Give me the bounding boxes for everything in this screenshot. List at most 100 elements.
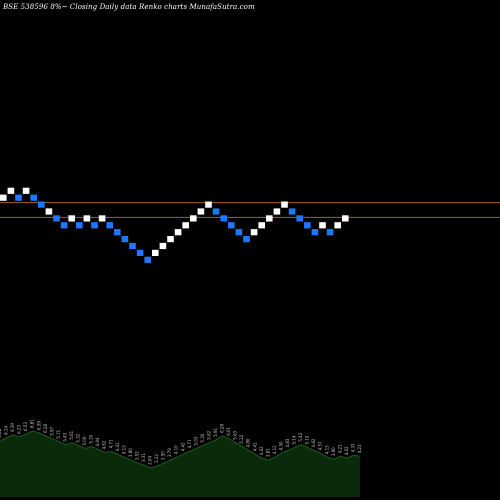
renko-brick-down	[228, 222, 235, 229]
renko-brick-down	[60, 222, 68, 229]
renko-brick-down	[114, 229, 121, 236]
volume-label: 6.28	[43, 424, 48, 433]
volume-label: 4.13	[121, 445, 126, 454]
volume-label: 4.41	[115, 442, 120, 451]
volume-label: 5.05	[82, 436, 87, 445]
reference-lines	[0, 202, 500, 218]
renko-brick-up	[273, 208, 281, 215]
renko-brick-up	[334, 222, 341, 229]
volume-label: 3.22	[154, 454, 159, 463]
volume-label: 3.81	[265, 448, 270, 457]
volume-label: 3.90	[331, 447, 336, 456]
renko-brick-up	[152, 249, 159, 256]
renko-brick-up	[167, 236, 174, 243]
renko-brick-up	[22, 187, 30, 194]
volume-label: 4.94	[95, 437, 100, 446]
renko-brick-down	[304, 222, 311, 229]
chart-title: BSE 538596 8%~ Closing Daily data Renko …	[3, 3, 255, 11]
volume-label: 4.21	[337, 444, 342, 453]
volume-label: 5.63	[233, 430, 238, 439]
volume-label: 6.59	[36, 421, 41, 430]
renko-brick-down	[288, 208, 296, 215]
volume-label: 5.32	[76, 433, 81, 442]
renko-brick-up	[182, 222, 189, 229]
volume-label: 6.53	[23, 422, 28, 431]
renko-brick-down	[311, 229, 319, 236]
renko-brick-up	[0, 194, 7, 201]
renko-brick-up	[205, 201, 212, 208]
volume-label: 5.42	[298, 432, 303, 441]
renko-brick-up	[83, 215, 91, 222]
volume-label: 4.62	[102, 440, 107, 449]
renko-brick-up	[45, 208, 53, 215]
volume-label: 4.41	[252, 442, 257, 451]
renko-brick-down	[220, 215, 227, 222]
volume-label: 4.33	[350, 443, 355, 452]
volume-label: 4.42	[180, 442, 185, 451]
volume-label: 6.23	[17, 424, 22, 433]
volume-label: 5.20	[89, 434, 94, 443]
volume-label: 5.14	[292, 435, 297, 444]
renko-brick-up	[258, 222, 265, 229]
volume-label: 3.50	[161, 451, 166, 460]
renko-brick-down	[296, 215, 303, 222]
renko-brick-up	[7, 187, 15, 194]
volume-label: 5.43	[62, 432, 67, 441]
renko-brick-down	[30, 194, 37, 201]
renko-brick-down	[235, 229, 243, 236]
volume-label: 3.04	[148, 456, 153, 465]
volume-label: 4.83	[285, 438, 290, 447]
renko-brick-down	[144, 256, 151, 263]
volume-label: 5.30	[200, 433, 205, 442]
renko-brick-up	[174, 229, 182, 236]
renko-brick-down	[15, 194, 22, 201]
renko-brick-down	[212, 208, 220, 215]
renko-brick-up	[98, 215, 106, 222]
renko-brick-down	[106, 222, 113, 229]
volume-label: 5.62	[206, 430, 211, 439]
volume-label: 3.31	[141, 453, 146, 462]
volume-label: 4.82	[311, 438, 316, 447]
volume-label: 5.91	[213, 427, 218, 436]
volume-label: 5.10	[305, 435, 310, 444]
volume-label: 5.97	[49, 426, 54, 435]
renko-brick-down	[38, 201, 45, 208]
volume-label: 4.50	[278, 441, 283, 450]
volume-label: 6.01	[226, 426, 231, 435]
volume-label: 6.81	[30, 419, 35, 428]
volume-label: 5.84	[0, 428, 2, 437]
volume-label: 4.22	[357, 444, 362, 453]
renko-brick-down	[53, 215, 60, 222]
volume-label: 4.02	[344, 446, 349, 455]
renko-brick-down	[326, 229, 334, 236]
volume-label: 4.10	[174, 445, 179, 454]
volume-label: 3.52	[134, 451, 139, 460]
volume-label: 3.80	[128, 448, 133, 457]
renko-bricks	[0, 187, 349, 263]
volume-label: 6.28	[220, 424, 225, 433]
volume-label: 4.71	[187, 439, 192, 448]
volume-label: 4.13	[324, 445, 329, 454]
renko-brick-down	[243, 236, 250, 243]
renko-brick-down	[129, 242, 136, 250]
renko-brick-up	[68, 215, 75, 222]
volume-label: 3.79	[167, 448, 172, 457]
volume-label: 5.22	[239, 434, 244, 443]
renko-brick-up	[266, 215, 273, 222]
volume-label: 4.71	[108, 439, 113, 448]
volume-label: 4.51	[318, 441, 323, 450]
volume-line	[0, 430, 361, 469]
renko-brick-up	[319, 222, 326, 229]
renko-brick-up	[190, 215, 197, 222]
renko-brick-down	[91, 222, 98, 229]
renko-brick-down	[136, 249, 144, 256]
volume-panel: 5.84 6.14 6.39 6.23 6.53 6.81 6.59 6.28 5.97 5.71…	[0, 419, 362, 497]
volume-label: 5.71	[56, 429, 61, 438]
renko-brick-down	[76, 222, 83, 229]
volume-label: 4.02	[259, 446, 264, 455]
renko-brick-up	[281, 201, 288, 208]
volume-label: 5.03	[193, 436, 198, 445]
volume-label: 5.61	[69, 430, 74, 439]
renko-brick-down	[121, 236, 129, 243]
